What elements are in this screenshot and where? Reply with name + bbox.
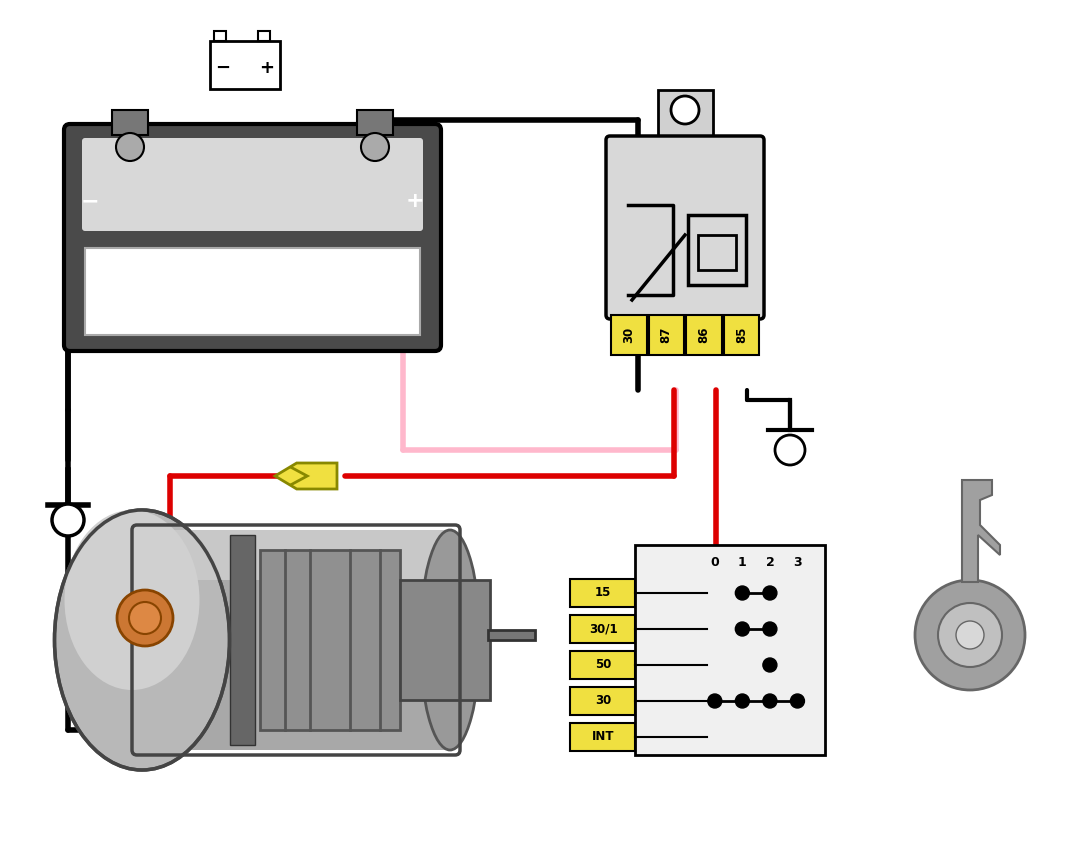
Circle shape <box>762 622 777 636</box>
Bar <box>635 545 825 755</box>
Bar <box>570 687 635 716</box>
Ellipse shape <box>54 510 229 770</box>
Bar <box>230 535 255 745</box>
Text: 3: 3 <box>793 557 801 569</box>
Circle shape <box>939 603 1002 667</box>
Text: 30: 30 <box>622 327 635 343</box>
Text: −: − <box>215 59 230 77</box>
Bar <box>570 614 635 643</box>
Bar <box>648 315 684 355</box>
Bar <box>214 31 226 41</box>
Polygon shape <box>275 463 337 489</box>
Bar <box>570 651 635 679</box>
Text: 30: 30 <box>595 694 611 707</box>
Circle shape <box>671 96 699 124</box>
Bar <box>141 530 450 750</box>
FancyBboxPatch shape <box>85 248 420 335</box>
Circle shape <box>361 133 389 161</box>
Text: 2: 2 <box>766 557 774 569</box>
Circle shape <box>735 622 750 636</box>
Circle shape <box>915 580 1025 690</box>
Bar <box>112 110 148 135</box>
Text: +: + <box>259 59 274 77</box>
Text: 87: 87 <box>660 327 673 343</box>
Circle shape <box>762 658 777 672</box>
Bar <box>570 579 635 608</box>
Circle shape <box>129 602 161 634</box>
Circle shape <box>762 586 777 600</box>
FancyBboxPatch shape <box>64 124 441 351</box>
Bar <box>724 315 759 355</box>
Bar <box>611 315 647 355</box>
Text: INT: INT <box>592 730 615 744</box>
FancyBboxPatch shape <box>82 138 423 231</box>
Text: 85: 85 <box>734 327 747 343</box>
Bar <box>357 110 393 135</box>
Circle shape <box>762 694 777 708</box>
Ellipse shape <box>65 510 200 690</box>
Circle shape <box>52 504 84 536</box>
FancyBboxPatch shape <box>210 41 280 89</box>
Bar <box>698 235 735 270</box>
Text: 15: 15 <box>595 586 611 599</box>
Bar <box>141 530 450 580</box>
Circle shape <box>956 621 984 649</box>
Bar <box>258 31 270 41</box>
Circle shape <box>707 694 721 708</box>
Circle shape <box>775 435 805 465</box>
Bar <box>658 90 713 140</box>
Bar <box>260 550 400 730</box>
Text: 1: 1 <box>738 557 746 569</box>
Bar <box>400 580 490 700</box>
Text: −: − <box>81 191 99 211</box>
FancyBboxPatch shape <box>606 136 764 319</box>
Circle shape <box>117 590 173 646</box>
Ellipse shape <box>420 530 480 750</box>
Bar <box>570 722 635 751</box>
Text: 0: 0 <box>711 557 719 569</box>
Bar <box>488 630 535 640</box>
Text: 30/1: 30/1 <box>589 622 618 636</box>
Polygon shape <box>962 480 1000 582</box>
Circle shape <box>791 694 805 708</box>
Bar <box>686 315 721 355</box>
Bar <box>688 215 746 285</box>
Text: 86: 86 <box>698 327 711 343</box>
Circle shape <box>735 586 750 600</box>
Circle shape <box>735 694 750 708</box>
Circle shape <box>116 133 144 161</box>
Text: +: + <box>406 191 424 211</box>
Text: 50: 50 <box>595 659 611 671</box>
